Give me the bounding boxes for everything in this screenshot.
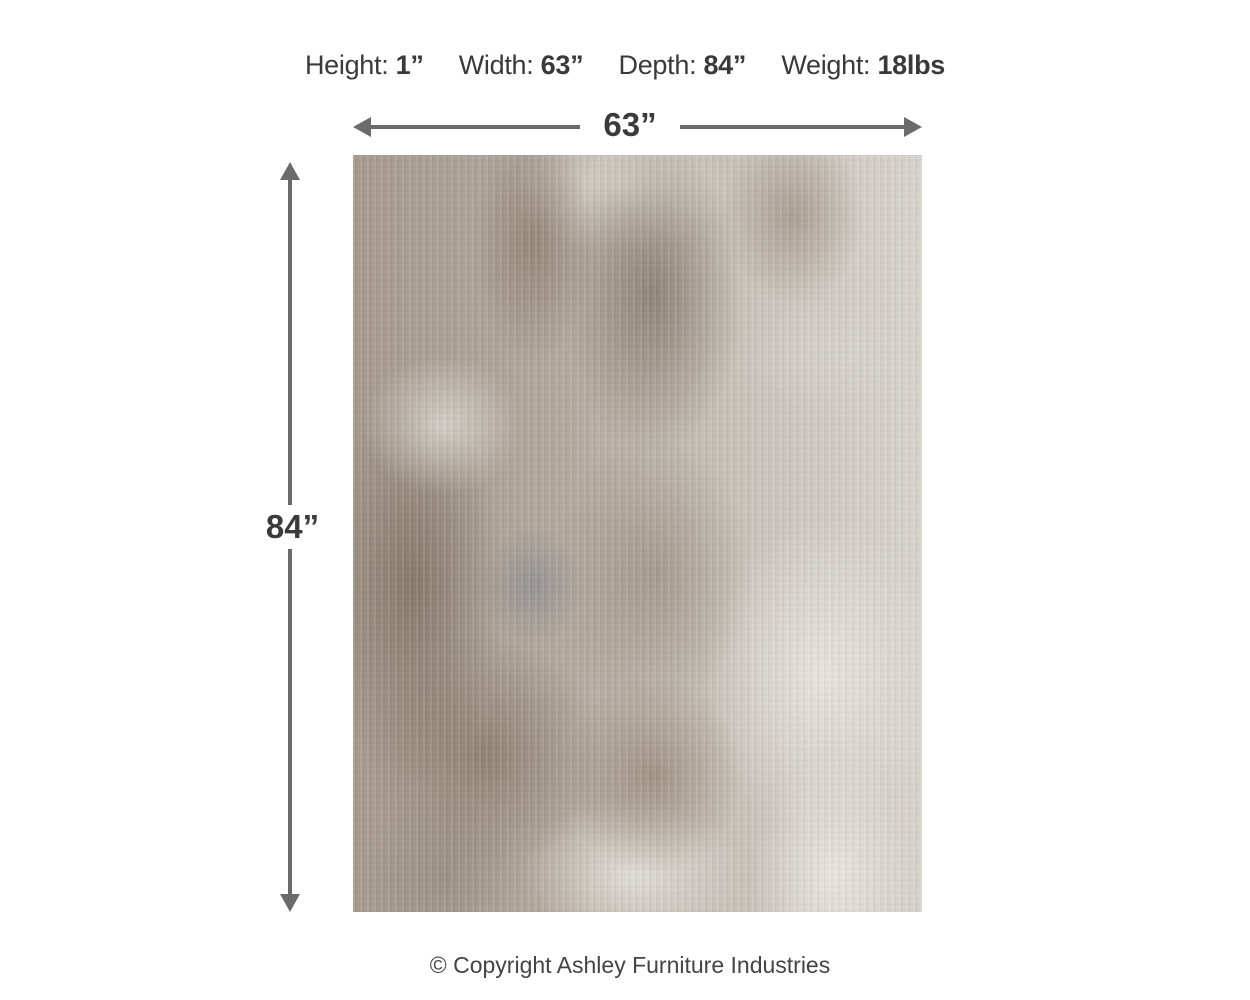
spec-height: Height: 1” [305,50,424,81]
rug-product-image [353,155,922,912]
spec-line: Height: 1” Width: 63” Depth: 84” Weight:… [0,50,1250,81]
spec-label: Weight: [781,50,871,80]
spec-weight: Weight: 18lbs [781,50,945,81]
spec-value: 1” [395,50,424,80]
copyright-text: © Copyright Ashley Furniture Industries [429,952,831,978]
spec-label: Depth: [618,50,697,80]
spec-label: Width: [458,50,534,80]
width-dimension-label: 63” [580,106,680,144]
spec-label: Height: [304,50,389,80]
spec-value: 84” [703,50,747,80]
spec-value: 18lbs [877,50,946,80]
spec-value: 63” [540,50,584,80]
spec-width: Width: 63” [459,50,584,81]
spec-depth: Depth: 84” [619,50,747,81]
height-dimension-label: 84” [245,505,340,549]
